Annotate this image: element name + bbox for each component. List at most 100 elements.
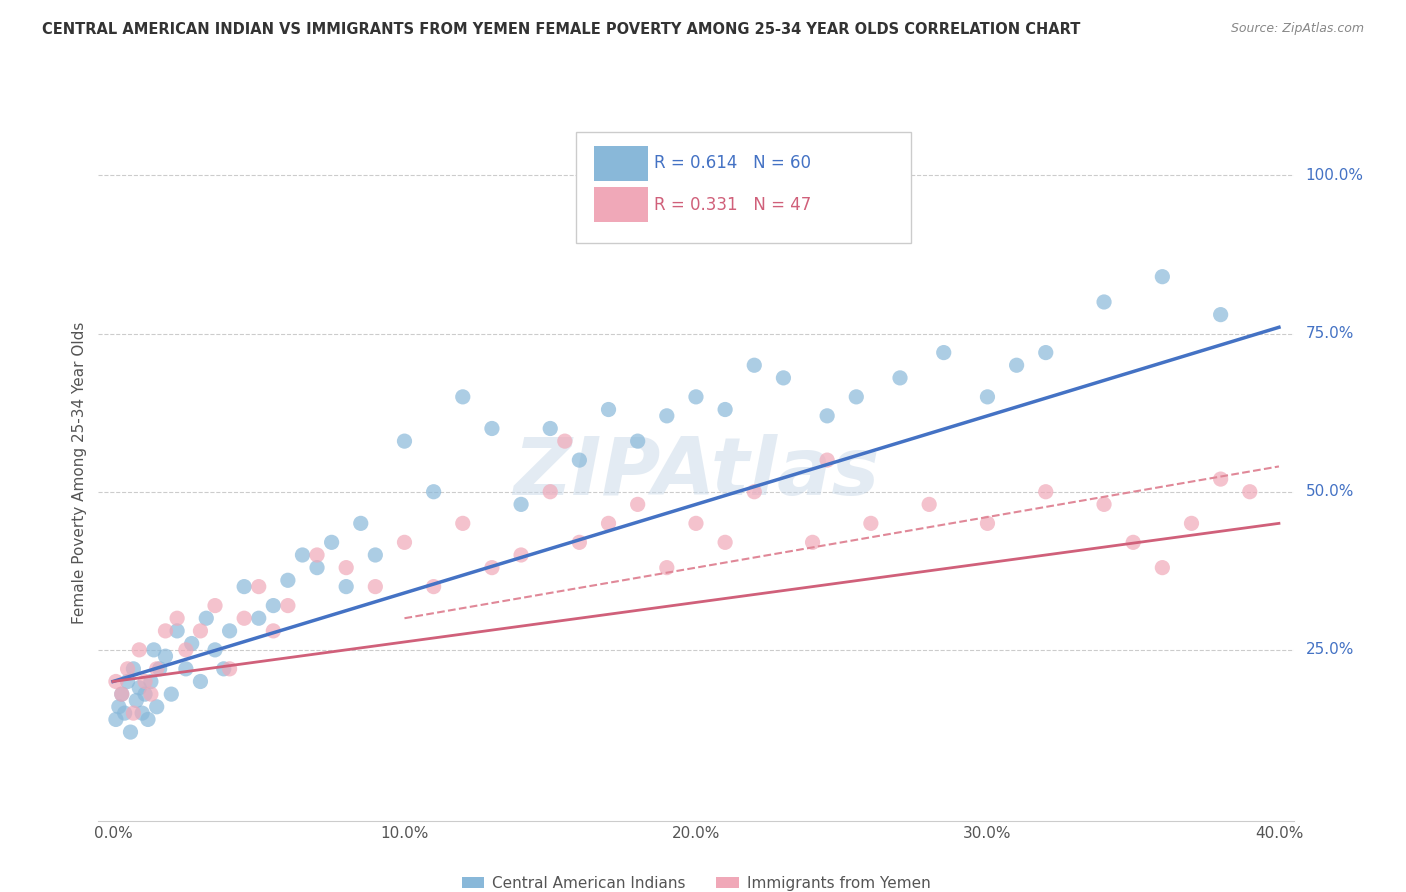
Point	[233, 580, 256, 594]
Point	[277, 599, 299, 613]
Point	[111, 687, 134, 701]
Text: R = 0.331   N = 47: R = 0.331 N = 47	[654, 196, 811, 214]
Point	[104, 713, 127, 727]
Point	[120, 725, 142, 739]
Point	[1092, 295, 1115, 310]
Text: ZIPAtlas: ZIPAtlas	[513, 434, 879, 512]
Point	[655, 409, 678, 423]
Point	[218, 662, 240, 676]
Point	[180, 636, 202, 650]
Point	[598, 516, 620, 531]
Point	[195, 611, 218, 625]
Point	[1239, 484, 1261, 499]
FancyBboxPatch shape	[595, 145, 648, 180]
Point	[111, 687, 134, 701]
Point	[481, 421, 503, 435]
Text: 50.0%: 50.0%	[1305, 484, 1354, 500]
Point	[335, 560, 357, 574]
Point	[598, 402, 620, 417]
Point	[742, 484, 765, 499]
Point	[918, 497, 941, 511]
Point	[204, 643, 226, 657]
Point	[422, 580, 444, 594]
Point	[104, 674, 127, 689]
Point	[247, 611, 270, 625]
Point	[1209, 472, 1232, 486]
Point	[1209, 308, 1232, 322]
Point	[204, 599, 226, 613]
Point	[714, 402, 737, 417]
Point	[139, 687, 162, 701]
Point	[128, 643, 150, 657]
Point	[128, 681, 150, 695]
Point	[554, 434, 576, 449]
Point	[166, 624, 188, 638]
Point	[190, 624, 212, 638]
Point	[174, 643, 197, 657]
Point	[859, 516, 882, 531]
Point	[134, 687, 156, 701]
Point	[1035, 345, 1057, 359]
Point	[1152, 560, 1174, 574]
Point	[155, 649, 177, 664]
Legend: Central American Indians, Immigrants from Yemen: Central American Indians, Immigrants fro…	[456, 870, 936, 892]
Point	[364, 580, 387, 594]
Point	[218, 624, 240, 638]
Point	[174, 662, 197, 676]
Point	[125, 693, 148, 707]
Point	[932, 345, 955, 359]
Point	[117, 674, 139, 689]
Point	[145, 662, 167, 676]
Point	[627, 497, 650, 511]
Point	[350, 516, 373, 531]
Point	[145, 699, 167, 714]
Point	[655, 560, 678, 574]
Point	[305, 548, 328, 562]
Text: R = 0.614   N = 60: R = 0.614 N = 60	[654, 154, 811, 172]
Point	[815, 409, 838, 423]
Point	[976, 516, 998, 531]
Point	[815, 453, 838, 467]
Point	[262, 624, 284, 638]
Point	[1005, 358, 1028, 372]
Point	[155, 624, 177, 638]
Point	[451, 390, 474, 404]
Point	[233, 611, 256, 625]
Point	[108, 699, 131, 714]
Point	[114, 706, 136, 720]
Point	[685, 516, 707, 531]
Point	[364, 548, 387, 562]
Point	[136, 713, 159, 727]
Text: 75.0%: 75.0%	[1305, 326, 1354, 341]
Point	[321, 535, 343, 549]
Point	[291, 548, 314, 562]
Point	[510, 497, 533, 511]
Point	[122, 662, 145, 676]
Point	[134, 674, 156, 689]
Point	[122, 706, 145, 720]
Point	[1122, 535, 1144, 549]
Point	[568, 453, 591, 467]
FancyBboxPatch shape	[595, 187, 648, 222]
Point	[568, 535, 591, 549]
Point	[166, 611, 188, 625]
Point	[142, 643, 165, 657]
Point	[131, 706, 153, 720]
Point	[394, 434, 416, 449]
Point	[1035, 484, 1057, 499]
Text: 25.0%: 25.0%	[1305, 642, 1354, 657]
Point	[538, 421, 561, 435]
Point	[1180, 516, 1202, 531]
Point	[772, 371, 794, 385]
Point	[422, 484, 444, 499]
Y-axis label: Female Poverty Among 25-34 Year Olds: Female Poverty Among 25-34 Year Olds	[72, 322, 87, 624]
Text: 100.0%: 100.0%	[1305, 168, 1364, 183]
Point	[889, 371, 911, 385]
Text: CENTRAL AMERICAN INDIAN VS IMMIGRANTS FROM YEMEN FEMALE POVERTY AMONG 25-34 YEAR: CENTRAL AMERICAN INDIAN VS IMMIGRANTS FR…	[42, 22, 1081, 37]
Point	[481, 560, 503, 574]
FancyBboxPatch shape	[576, 132, 911, 244]
Point	[335, 580, 357, 594]
Point	[149, 662, 172, 676]
Point	[212, 662, 235, 676]
Point	[394, 535, 416, 549]
